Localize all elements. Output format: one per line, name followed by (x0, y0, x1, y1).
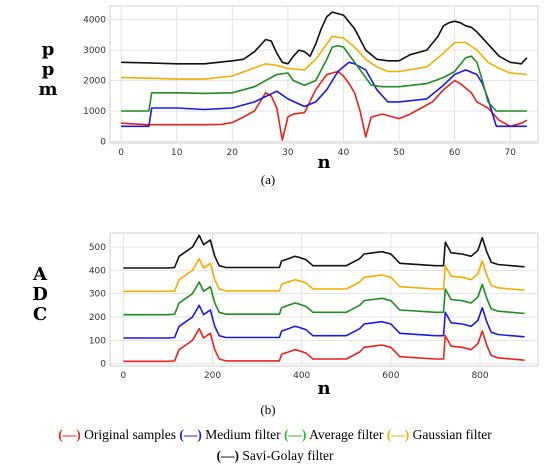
x-tick-label: 70 (504, 148, 516, 158)
legend-item-average: (—) Average filter (284, 427, 387, 442)
y-tick-label: 300 (89, 290, 106, 300)
legend-label-gaussian: Gaussian filter (412, 427, 492, 442)
legend-mark-gaussian: (—) (386, 427, 410, 442)
legend-mark-savgol: (—) (216, 448, 240, 463)
x-tick-label: 600 (382, 371, 399, 381)
x-tick-label: 40 (338, 148, 350, 158)
chart-b: 0 200 400 600 800 0 100 200 300 400 500 n A D C (b) (32, 232, 539, 417)
y-tick-label: 500 (89, 243, 106, 253)
legend-label-medium: Medium filter (205, 427, 281, 442)
series-line-medium-filter (123, 304, 525, 339)
series-line-gaussian-filter (121, 35, 527, 80)
y-tick-label: 3000 (83, 46, 106, 56)
legend-label-average: Average filter (309, 427, 384, 442)
y-tick-label: 400 (89, 266, 106, 276)
y-tick-label: 0 (100, 137, 106, 147)
legend-item-savgol: (—) Savi-Golay filter (217, 448, 334, 463)
x-axis-label: n (317, 378, 330, 399)
x-tick-label: 50 (393, 148, 405, 158)
legend-item-gaussian: (—) Gaussian filter (387, 427, 492, 442)
y-tick-label: 1000 (83, 107, 106, 117)
y-tick-label: 4000 (83, 16, 106, 26)
y-tick-label: 100 (89, 336, 106, 346)
x-axis-label: n (317, 152, 330, 173)
plot-frame (109, 5, 539, 144)
legend-mark-medium: (—) (179, 427, 202, 442)
legend-item-original: (—) Original samples (58, 427, 179, 442)
x-tick-label: 60 (449, 148, 461, 158)
x-tick-label: 20 (227, 148, 239, 158)
series-line-original-samples (123, 327, 525, 363)
x-tick-label: 30 (282, 148, 294, 158)
series-line-original-samples (121, 70, 528, 141)
legend: (—) Original samples (—) Medium filter (… (0, 424, 550, 466)
chart-a: 0 10 20 30 40 50 60 70 0 1000 2000 3000 4000 n p p m (a) (38, 5, 539, 187)
series-line-gaussian-filter (123, 257, 525, 293)
x-tick-label: 0 (121, 371, 127, 381)
series-line-average-filter (123, 281, 525, 316)
series-line-average-filter (121, 44, 527, 112)
legend-mark-average: (—) (283, 427, 307, 442)
panel-label: (a) (261, 172, 275, 187)
y-tick-label: 0 (100, 360, 106, 370)
x-tick-label: 800 (471, 371, 488, 381)
y-tick-label: 2000 (83, 77, 106, 87)
legend-label-original: Original samples (84, 427, 176, 442)
panel-label: (b) (260, 402, 275, 417)
legend-mark-original: (—) (58, 427, 81, 442)
x-tick-label: 400 (293, 371, 310, 381)
legend-item-medium: (—) Medium filter (179, 427, 284, 442)
x-tick-label: 0 (118, 148, 124, 158)
legend-label-savgol: Savi-Golay filter (242, 448, 334, 463)
x-tick-label: 10 (171, 148, 183, 158)
series-line-savi-golay-filter (121, 11, 528, 65)
x-tick-label: 200 (204, 371, 221, 381)
y-tick-label: 200 (89, 313, 106, 323)
series-line-savi-golay-filter (123, 234, 525, 269)
